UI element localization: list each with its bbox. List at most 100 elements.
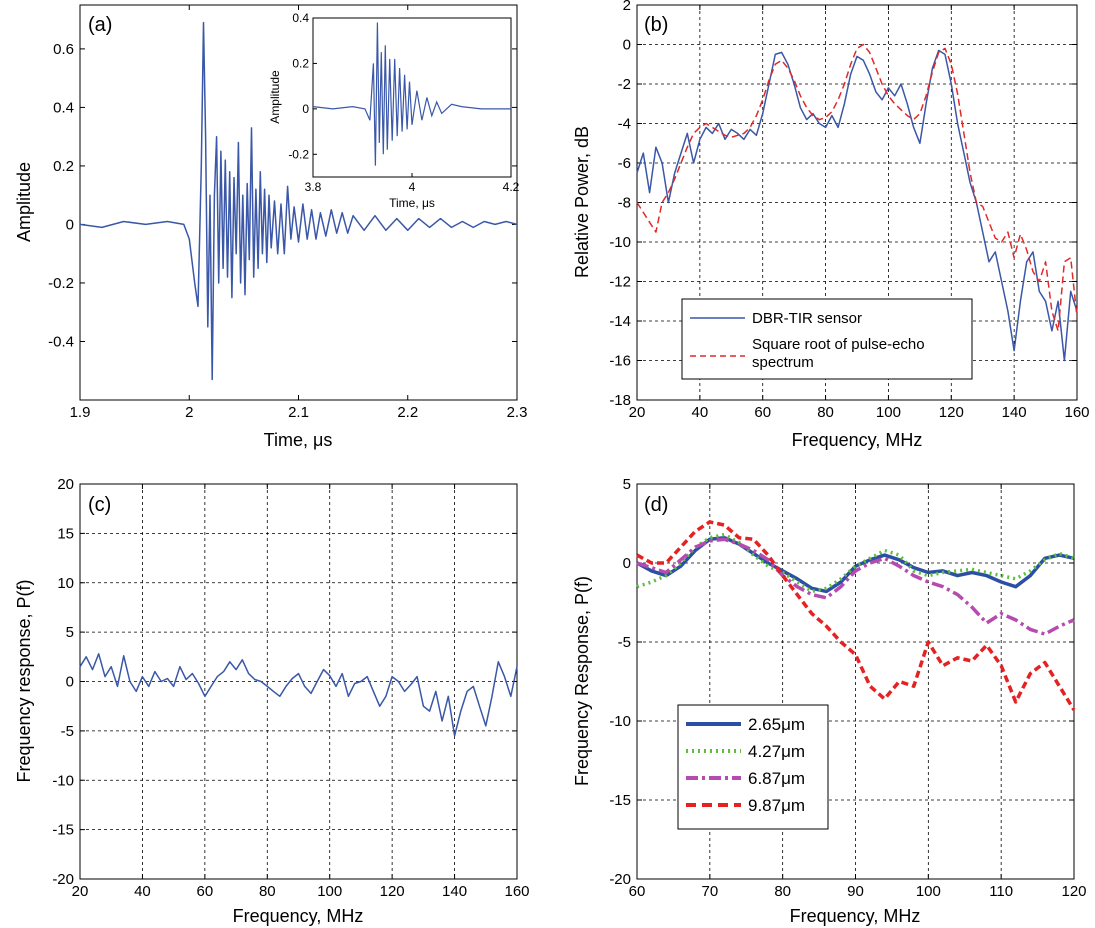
y-tick-label: 0.4 <box>53 99 74 116</box>
x-tick-label: 20 <box>629 404 646 421</box>
x-tick-label: 120 <box>1061 883 1086 900</box>
y-tick-label: -6 <box>618 155 631 172</box>
y-tick-label: -18 <box>609 392 631 409</box>
inset-ticks: 3.8 4 4.2 -0.2 0 0.2 0.4 <box>288 11 519 194</box>
y-tick-label: -16 <box>609 353 631 370</box>
x-tick-label: 160 <box>1064 404 1089 421</box>
inset-y-tick-label: -0.2 <box>288 147 309 161</box>
y-tick-label: 0.2 <box>53 158 74 175</box>
legend-label-dbr-tir: DBR-TIR sensor <box>752 310 862 327</box>
y-tick-label: -10 <box>52 772 74 789</box>
inset-x-tick-label: 4 <box>409 180 416 194</box>
x-tick-label: 90 <box>847 883 864 900</box>
y-tick-label: -12 <box>609 274 631 291</box>
legend-label-4-27um: 4.27μm <box>748 742 805 761</box>
y-tick-label: -0.2 <box>48 275 74 292</box>
x-tick-label: 120 <box>380 883 405 900</box>
inset-data <box>312 22 511 166</box>
panel-c-grid <box>80 484 517 879</box>
x-tick-label: 140 <box>442 883 467 900</box>
inset-x-tick-label: 3.8 <box>305 180 322 194</box>
y-tick-label: -20 <box>52 871 74 888</box>
y-tick-label: 0 <box>623 37 631 54</box>
panel-b-grid <box>637 5 1077 400</box>
x-tick-label: 60 <box>754 404 771 421</box>
x-tick-label: 70 <box>701 883 718 900</box>
inset-ylabel: Amplitude <box>268 70 282 124</box>
y-tick-label: -15 <box>609 792 631 809</box>
x-tick-label: 60 <box>197 883 214 900</box>
y-tick-label: -4 <box>618 116 631 133</box>
panel-b-ylabel: Relative Power, dB <box>572 126 592 278</box>
panel-b-legend-box <box>681 298 973 380</box>
panel-a-label: (a) <box>88 14 112 36</box>
panel-d-label: (d) <box>644 494 668 516</box>
y-tick-label: 15 <box>57 525 74 542</box>
legend-label-6-87um: 6.87μm <box>748 769 805 788</box>
inset-y-tick-label: 0.2 <box>292 56 309 70</box>
y-tick-label: 5 <box>623 476 631 493</box>
series-line-6-87-m <box>636 537 1075 636</box>
inset-y-tick-label: 0 <box>302 102 309 116</box>
panel-d: 60 70 80 90 100 110 120 -20 -15 -10 -5 0 5 (d) Frequ… <box>572 476 1087 926</box>
panel-a: 1.9 2 2.1 2.2 2.3 -0.4 -0.2 0 0.2 0.4 0.6 (a) Time… <box>14 4 527 450</box>
panel-c-ticks: 20 40 60 80 100 120 140 160 -20 -15 -10 -5 0 5 10 15 20 <box>52 476 529 900</box>
x-tick-label: 160 <box>504 883 529 900</box>
x-tick-label: 100 <box>916 883 941 900</box>
y-tick-label: -2 <box>618 76 631 93</box>
panel-b-ticks: 20 40 60 80 100 120 140 160-18-16-14-12-10-8-6-… <box>609 0 1089 421</box>
y-tick-label: 20 <box>57 476 74 493</box>
y-tick-label: 5 <box>66 624 74 641</box>
inset-xlabel: Time, μs <box>389 196 435 210</box>
y-tick-label: -8 <box>618 195 631 212</box>
y-tick-label: -20 <box>609 871 631 888</box>
legend-label-2-65um: 2.65μm <box>748 715 805 734</box>
legend-label-pulse-echo-line1: Square root of pulse-echo <box>752 336 925 353</box>
y-tick-label: -10 <box>609 234 631 251</box>
panel-a-ylabel: Amplitude <box>14 162 34 242</box>
x-tick-label: 140 <box>1002 404 1027 421</box>
y-tick-label: 0.6 <box>53 41 74 58</box>
y-tick-label: -10 <box>609 713 631 730</box>
legend-label-9-87um: 9.87μm <box>748 796 805 815</box>
panel-c-data <box>79 653 518 737</box>
panel-d-xlabel: Frequency, MHz <box>790 906 921 926</box>
y-tick-label: 10 <box>57 575 74 592</box>
y-tick-label: -15 <box>52 822 74 839</box>
y-tick-label: 2 <box>623 0 631 14</box>
panel-c: 20 40 60 80 100 120 140 160 -20 -15 -10 -5 0 5 10 1520 … <box>14 476 530 926</box>
x-tick-label: 20 <box>72 883 89 900</box>
x-tick-label: 40 <box>692 404 709 421</box>
legend-label-pulse-echo-line2: spectrum <box>752 354 814 371</box>
inset-axes-box <box>312 17 512 178</box>
x-tick-label: 80 <box>774 883 791 900</box>
panel-a-inset: 3.8 4 4.2 -0.2 0 0.2 0.4 Time, μs Amplitude <box>268 11 520 210</box>
x-tick-label: 110 <box>989 883 1013 900</box>
series-line <box>79 653 518 737</box>
panel-a-xlabel: Time, μs <box>264 430 333 450</box>
panel-a-ticks: 1.9 2 2.1 2.2 2.3 -0.4 -0.2 0 0.2 0.4 0.6 <box>48 5 527 421</box>
series-line-9-87-m <box>636 520 1076 711</box>
panel-c-xlabel: Frequency, MHz <box>233 906 364 926</box>
y-tick-label: 0 <box>66 216 74 233</box>
panel-d-data <box>636 520 1076 711</box>
inset-series-line <box>312 22 511 166</box>
legend-label-pulse-echo: Square root of pulse-echo spectrum <box>752 336 929 371</box>
x-tick-label: 60 <box>629 883 646 900</box>
panel-a-data <box>79 21 518 381</box>
panel-b-xlabel: Frequency, MHz <box>792 430 923 450</box>
panel-d-ylabel: Frequency Response, P(f) <box>572 576 592 786</box>
x-tick-label: 120 <box>939 404 964 421</box>
panel-c-label: (c) <box>88 494 111 516</box>
y-tick-label: 0 <box>66 674 74 691</box>
x-tick-label: 2.1 <box>288 404 309 421</box>
x-tick-label: 2 <box>185 404 193 421</box>
x-tick-label: 100 <box>876 404 901 421</box>
inset-y-tick-label: 0.4 <box>292 11 309 25</box>
y-tick-label: -5 <box>61 723 74 740</box>
y-tick-label: 0 <box>623 555 631 572</box>
x-tick-label: 80 <box>259 883 276 900</box>
x-tick-label: 2.2 <box>397 404 418 421</box>
panel-b: 20 40 60 80 100 120 140 160-18-16-14-12-10-8-6-… <box>572 0 1090 450</box>
panel-d-legend: 2.65μm 4.27μm 6.87μm 9.87μm <box>677 704 829 830</box>
